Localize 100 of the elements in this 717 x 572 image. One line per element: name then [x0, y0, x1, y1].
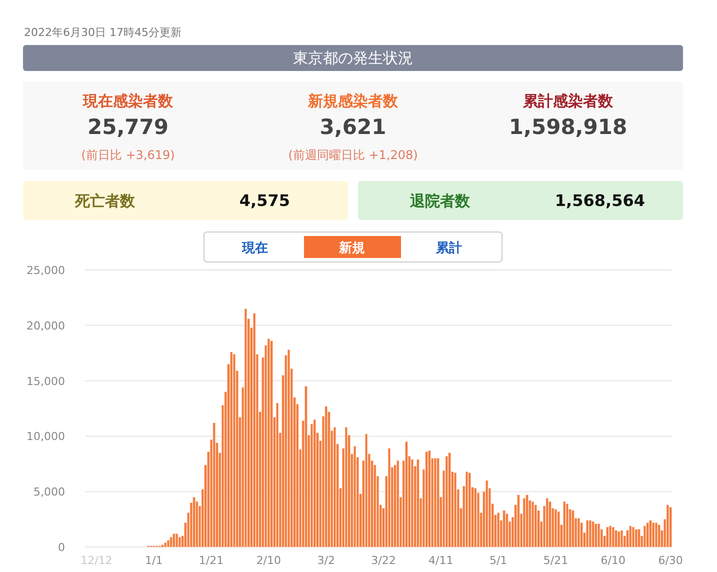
text: 新規感染者数 [307, 92, 399, 110]
y-tick-label: 15,000 [26, 374, 65, 388]
bar [324, 406, 328, 548]
bar [304, 386, 308, 548]
bar [468, 472, 471, 548]
bar [620, 530, 624, 548]
bar [436, 458, 440, 548]
bar [276, 402, 279, 548]
bar [333, 427, 336, 548]
text: 3,621 [320, 115, 386, 139]
bar [172, 534, 176, 548]
bar [652, 522, 655, 548]
bar [196, 501, 198, 548]
bar [502, 510, 506, 548]
bar [598, 524, 600, 548]
bar [632, 526, 635, 548]
bar [563, 501, 566, 548]
bar [474, 488, 477, 548]
bar [434, 458, 436, 548]
bar [612, 526, 614, 548]
text: 現在感染者数 [82, 92, 174, 110]
bar [669, 506, 672, 548]
x-tick-label: 2/10 [256, 554, 282, 567]
bar [428, 450, 431, 548]
x-tick-label: 1/1 [144, 554, 163, 567]
text: (前週同曜日比 +1,208) [288, 148, 418, 162]
bar [554, 509, 558, 548]
bar [344, 427, 348, 548]
text: 1,598,918 [508, 115, 628, 139]
bar [170, 536, 172, 548]
bar [608, 526, 612, 548]
text: 1,568,564 [554, 191, 645, 210]
y-tick-label: 25,000 [26, 264, 65, 277]
text: 死亡者数 [74, 192, 136, 210]
bar [546, 498, 548, 548]
bar [394, 464, 396, 548]
bar [454, 472, 457, 548]
x-tick-label: 5/21 [543, 554, 568, 567]
bar [164, 542, 167, 548]
bar [374, 464, 376, 548]
bar [526, 494, 528, 548]
bar [634, 529, 638, 548]
bar [618, 531, 620, 548]
bar [531, 501, 534, 548]
x-tick-label: 3/2 [317, 554, 335, 567]
bar [176, 534, 178, 548]
bar [410, 459, 414, 548]
bar [405, 442, 408, 548]
x-tick-label: 6/30 [658, 554, 683, 567]
bar [465, 472, 468, 548]
y-tick-label: 5,000 [34, 486, 65, 499]
bar [594, 524, 598, 548]
bar [638, 529, 640, 548]
text: 累計 [435, 240, 462, 256]
bar [649, 520, 652, 548]
bar [506, 514, 508, 548]
bar [497, 512, 500, 548]
bar [666, 504, 669, 548]
bar [166, 540, 170, 548]
bar [270, 340, 273, 548]
text: 新規 [338, 240, 365, 256]
bar [448, 452, 451, 548]
bar [629, 526, 632, 548]
bar [192, 496, 196, 548]
bar [572, 510, 574, 548]
y-tick-label: 20,000 [26, 319, 65, 332]
bar [592, 521, 594, 548]
bar [646, 522, 649, 548]
bar [354, 446, 356, 548]
bar [212, 422, 216, 548]
bar [486, 480, 488, 548]
bar [267, 338, 270, 548]
bar [654, 522, 658, 548]
bar [557, 511, 560, 548]
bar [606, 526, 609, 548]
bar [586, 520, 589, 548]
bar [614, 530, 618, 548]
bar [522, 498, 526, 548]
bar [178, 536, 181, 548]
text: 退院者数 [409, 192, 471, 210]
text: 累計感染者数 [522, 92, 614, 110]
bar [230, 352, 233, 548]
bar [517, 494, 520, 548]
x-tick-label: 6/10 [600, 554, 626, 567]
text: 現在 [241, 241, 268, 256]
text: 2022年6月30日 17時45分更新 [24, 26, 182, 39]
bar [364, 434, 368, 548]
bar [161, 544, 164, 548]
bar [445, 456, 448, 548]
text: (前日比 +3,619) [81, 148, 175, 162]
bar [416, 459, 420, 548]
bar [310, 424, 314, 548]
bar [313, 419, 316, 548]
bar [232, 354, 236, 548]
text: 4,575 [239, 191, 290, 210]
bar [396, 460, 400, 548]
bar [548, 501, 552, 548]
bar [388, 448, 391, 548]
bar [577, 518, 580, 548]
x-tick-label: 4/11 [428, 554, 454, 567]
